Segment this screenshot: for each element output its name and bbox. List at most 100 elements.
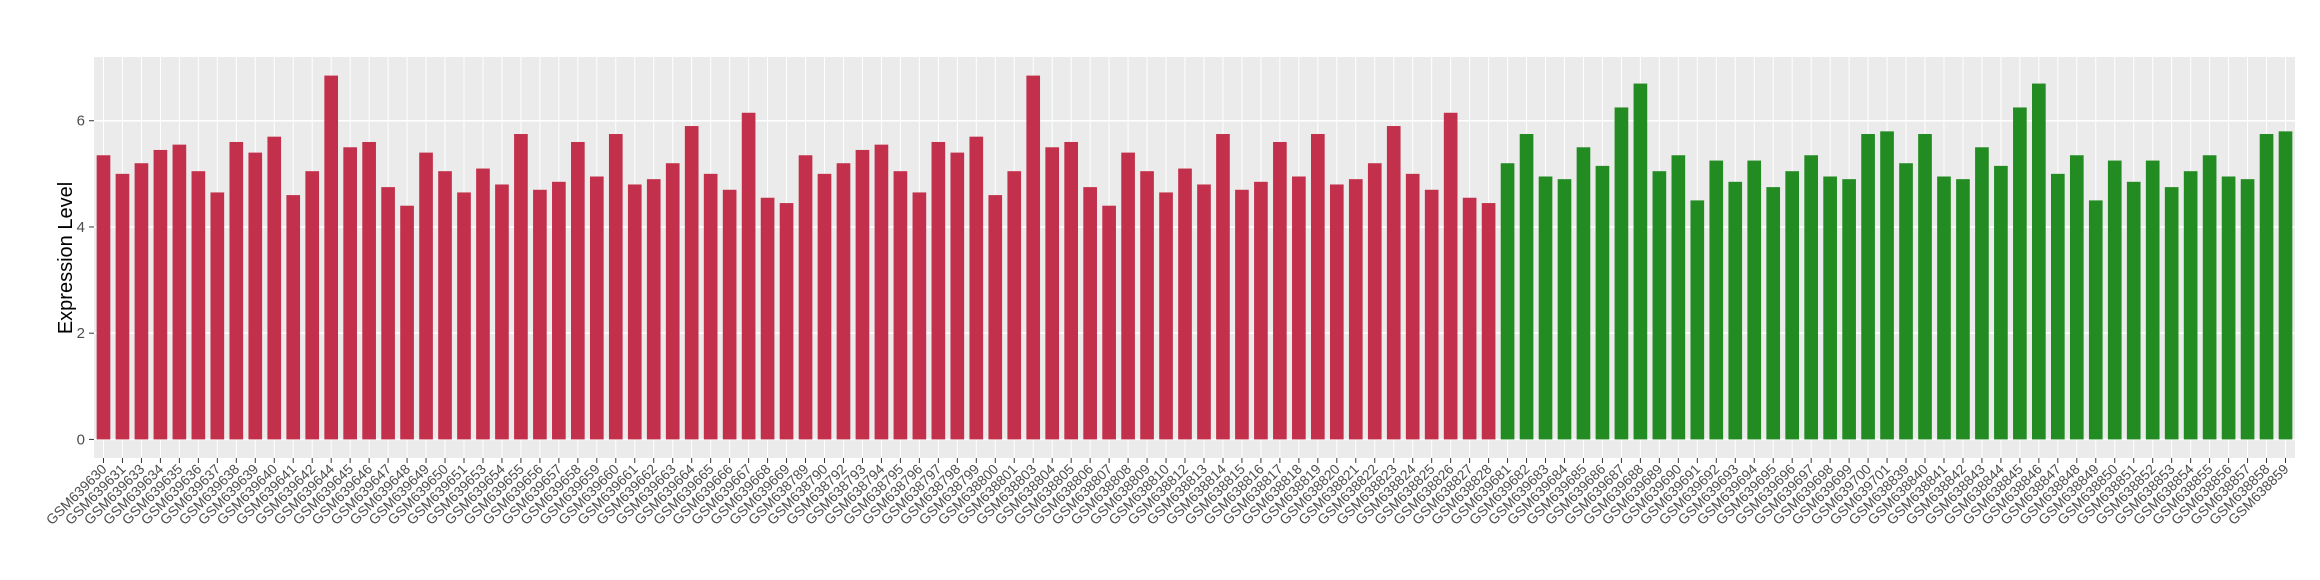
bar <box>2013 107 2027 440</box>
bar <box>1140 171 1154 440</box>
bar <box>1083 187 1097 440</box>
bar <box>1045 147 1060 440</box>
bar <box>1481 203 1496 440</box>
bar <box>1823 176 1837 440</box>
bar <box>305 171 320 440</box>
bar <box>1216 134 1230 440</box>
bar <box>476 168 490 440</box>
bar <box>893 171 908 440</box>
bar <box>760 197 775 440</box>
bar <box>1709 160 1724 440</box>
bar <box>646 179 661 440</box>
bar <box>2088 200 2103 440</box>
bar <box>1994 165 2008 440</box>
bar <box>2032 83 2046 440</box>
bar <box>1386 126 1401 440</box>
bar <box>1367 163 1382 440</box>
bar <box>2164 187 2179 440</box>
bar <box>1614 107 1629 440</box>
bar <box>627 184 642 440</box>
bar <box>1652 171 1667 440</box>
bar <box>533 189 547 440</box>
bar <box>1405 173 1420 440</box>
bar <box>286 195 301 440</box>
bar <box>96 155 111 440</box>
bar <box>1842 179 1856 440</box>
bar <box>1121 152 1135 440</box>
bar <box>1235 189 1249 440</box>
bar <box>381 187 395 440</box>
bar <box>874 144 889 440</box>
bar <box>552 181 566 440</box>
bar <box>2107 160 2122 440</box>
bar <box>495 184 509 440</box>
bar <box>210 192 225 440</box>
bar <box>1007 171 1022 440</box>
y-axis-title: Expression Level <box>55 182 77 334</box>
bar <box>1159 192 1173 440</box>
bar <box>134 163 149 440</box>
bar <box>1728 181 1743 440</box>
bar <box>457 192 471 440</box>
bar <box>1329 184 1344 440</box>
bar <box>2221 176 2236 440</box>
bar <box>931 141 946 440</box>
bar <box>1026 75 1041 440</box>
bar <box>1918 134 1932 440</box>
bar <box>912 192 927 440</box>
bar <box>1538 176 1553 440</box>
bar <box>343 147 357 440</box>
bar <box>1937 176 1951 440</box>
bar <box>400 205 414 440</box>
bar <box>1254 181 1268 440</box>
bar <box>1899 163 1913 440</box>
bar <box>988 195 1003 440</box>
bar <box>324 75 339 440</box>
bar <box>2202 155 2217 440</box>
bar <box>950 152 965 440</box>
bar <box>1557 179 1572 440</box>
bar <box>1861 134 1875 440</box>
bar <box>2145 160 2160 440</box>
y-tick-label: 0 <box>77 431 85 448</box>
bar <box>1633 83 1648 440</box>
bar <box>1064 141 1078 440</box>
bar <box>1197 184 1211 440</box>
bar <box>779 203 794 440</box>
bar <box>1311 134 1325 440</box>
bar <box>2069 155 2084 440</box>
bar <box>2240 179 2255 440</box>
bar <box>1178 168 1192 440</box>
bar <box>362 141 376 440</box>
bar <box>1500 163 1515 440</box>
y-tick-label: 2 <box>77 325 85 342</box>
bar <box>1273 141 1287 440</box>
bar <box>419 152 433 440</box>
bar <box>1671 155 1686 440</box>
bar <box>153 149 168 440</box>
bar <box>2278 131 2293 440</box>
bar <box>1766 187 1781 440</box>
bar <box>2259 134 2274 440</box>
bar <box>1804 155 1818 440</box>
bar <box>248 152 263 440</box>
bar <box>1880 131 1894 440</box>
bar <box>229 141 244 440</box>
bar <box>438 171 452 440</box>
bar <box>1348 179 1363 440</box>
bar <box>1292 176 1306 440</box>
bar <box>969 136 984 440</box>
bar <box>665 163 680 440</box>
bar <box>1443 112 1458 440</box>
bar <box>1424 189 1439 440</box>
bar <box>836 163 851 440</box>
bar <box>703 173 718 440</box>
bar <box>115 173 130 440</box>
bar <box>817 173 832 440</box>
bar <box>608 134 623 440</box>
bar <box>1956 179 1970 440</box>
bar <box>1462 197 1477 440</box>
bar <box>722 189 737 440</box>
bar <box>1747 160 1762 440</box>
